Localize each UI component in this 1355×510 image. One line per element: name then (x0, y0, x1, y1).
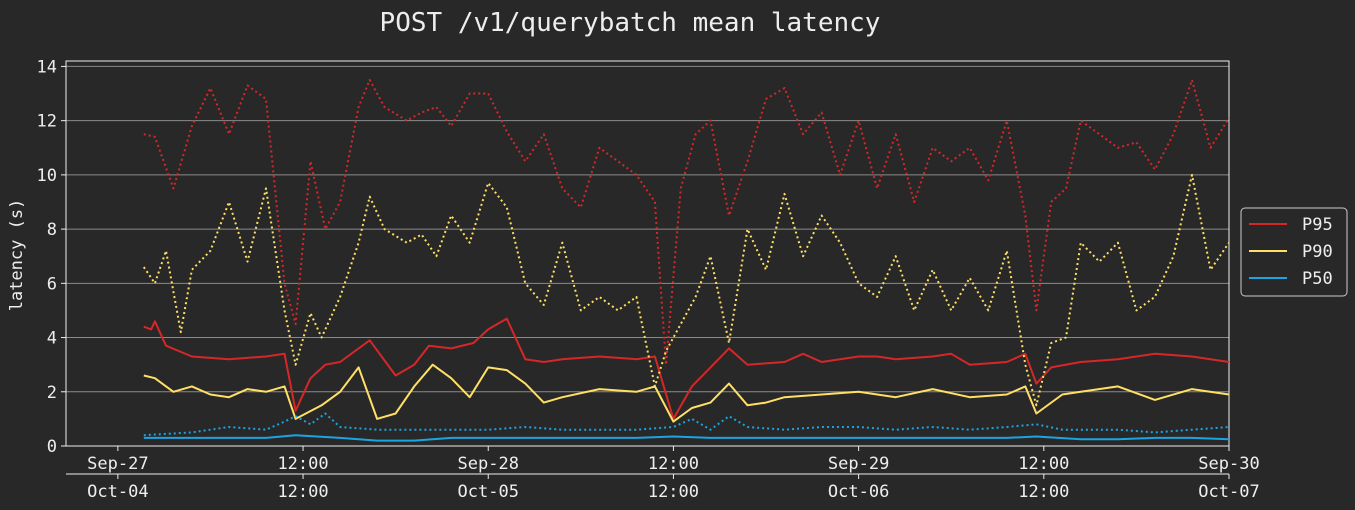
x-ticks-secondary: Oct-04 12:00 Oct-05 12:00 Oct-06 12:00 Oct-07 (87, 474, 1260, 502)
y-ticks: 0 2 4 6 8 10 12 14 (37, 57, 66, 457)
x-tick-label: Oct-04 (87, 482, 148, 502)
x-tick-label: 12:00 (648, 454, 699, 474)
legend: P95 P90 P50 (1240, 207, 1348, 297)
series-line-dotted-4 (142, 173, 1230, 407)
x-tick-label: Sep-29 (828, 454, 889, 474)
x-ticks-primary: Sep-27 12:00 Sep-28 12:00 Sep-29 12:00 Sep-30 (87, 446, 1260, 474)
series-line-p90 (143, 363, 1230, 423)
series-line-p50 (143, 434, 1230, 442)
grid-lines (66, 65, 1229, 393)
legend-label-p50: P50 (1302, 269, 1333, 289)
series-line-dotted-3 (143, 79, 1230, 366)
x-tick-label: Sep-30 (1198, 454, 1259, 474)
y-tick-label: 6 (47, 274, 57, 294)
y-tick-label: 10 (37, 166, 57, 186)
x-tick-label: 12:00 (1018, 482, 1069, 502)
x-tick-label: Sep-27 (87, 454, 148, 474)
y-axis-label: latency (s) (7, 199, 27, 312)
x-tick-label: 12:00 (648, 482, 699, 502)
x-tick-label: Oct-05 (458, 482, 519, 502)
y-tick-label: 4 (47, 329, 57, 349)
legend-label-p95: P95 (1302, 215, 1333, 235)
y-tick-label: 2 (47, 383, 57, 403)
legend-box (1240, 207, 1348, 297)
plot-frame (65, 60, 1230, 447)
series-layer (142, 79, 1230, 442)
x-tick-label: 12:00 (277, 482, 328, 502)
x-tick-label: Oct-06 (828, 482, 889, 502)
legend-label-p90: P90 (1302, 242, 1333, 262)
y-tick-label: 12 (37, 112, 57, 132)
x-tick-label: Oct-07 (1198, 482, 1259, 502)
x-tick-label: 12:00 (1018, 454, 1069, 474)
series-line-p95 (143, 317, 1230, 420)
legend-item-p90: P90 (1249, 242, 1333, 262)
y-tick-label: 8 (47, 220, 57, 240)
x-tick-label: 12:00 (277, 454, 328, 474)
y-tick-label: 14 (37, 57, 57, 77)
x-tick-label: Sep-28 (458, 454, 519, 474)
y-tick-label: 0 (47, 437, 57, 457)
legend-item-p50: P50 (1249, 269, 1333, 289)
chart-title: POST /v1/querybatch mean latency (380, 8, 881, 38)
legend-item-p95: P95 (1249, 215, 1333, 235)
